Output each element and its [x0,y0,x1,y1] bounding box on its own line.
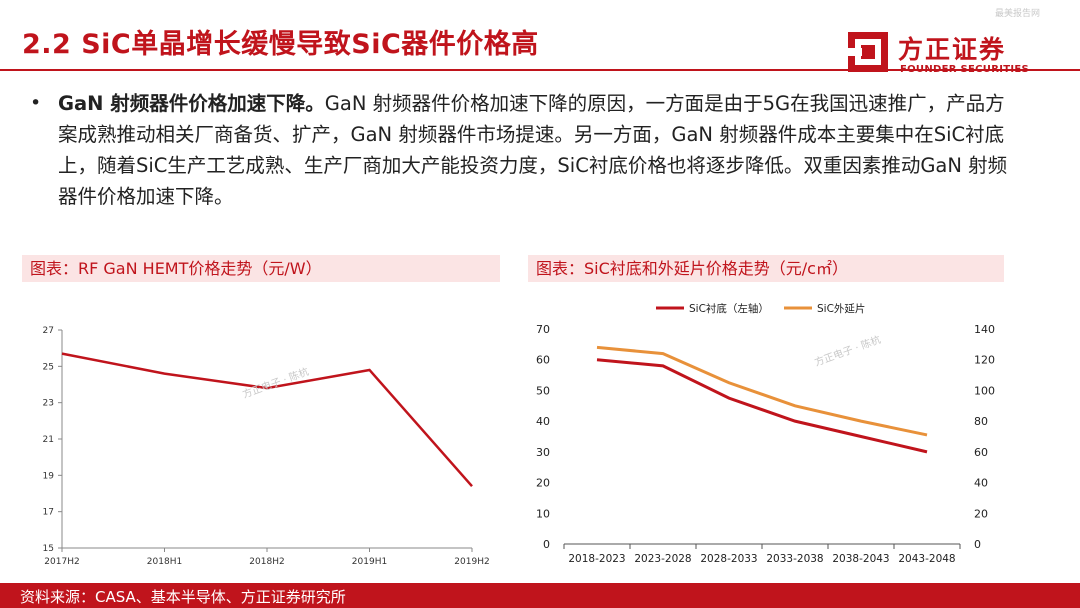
x-tick-label: 2019H2 [454,557,489,567]
brand-logo: 方正证券 FOUNDER SECURITIES [846,30,1046,78]
y-left-tick-label: 0 [543,538,550,551]
chart-caption-left: 图表：RF GaN HEMT价格走势（元/W） [22,255,500,282]
legend-label: SiC衬底（左轴） [689,302,769,315]
y-left-tick-label: 30 [536,446,550,459]
y-right-tick-label: 20 [974,507,988,520]
y-left-tick-label: 70 [536,323,550,336]
y-right-tick-label: 0 [974,538,981,551]
y-left-tick-label: 50 [536,384,550,397]
page-title: 2.2 SiC单晶增长缓慢导致SiC器件价格高 [22,29,539,60]
x-tick-label: 2033-2038 [766,553,823,565]
x-tick-label: 2018H1 [147,557,182,567]
title-rule [0,69,1080,71]
founder-logo-icon [846,32,888,72]
y-left-tick-label: 10 [536,507,550,520]
legend-label: SiC外延片 [817,302,865,315]
corner-text: 最美报告网 [994,9,1040,19]
y-right-tick-label: 100 [974,384,995,397]
x-tick-label: 2018H2 [249,557,284,567]
bullet-marker: • [30,92,42,114]
body-paragraph: GaN 射频器件价格加速下降。GaN 射频器件价格加速下降的原因，一方面是由于5… [58,88,1018,212]
logo-cn-text: 方正证券 [898,35,1007,64]
x-tick-label: 2023-2028 [634,553,691,565]
x-tick-label: 2038-2043 [832,553,889,565]
y-tick-label: 17 [43,508,54,518]
rf-gan-price-chart: 15 17 19 21 23 25 27 2017H2 2018H1 2018H2 2019H1 20… [43,326,490,567]
y-right-tick-label: 140 [974,323,995,336]
y-tick-label: 27 [43,326,54,336]
chart-caption-right: 图表：SiC衬底和外延片价格走势（元/c㎡） [528,255,1004,282]
series-line-sic-epi [596,345,928,437]
y-right-tick-label: 80 [974,415,988,428]
y-tick-label: 25 [43,362,54,372]
y-tick-label: 21 [43,435,54,445]
footer-bar: 资料来源：CASA、基本半导体、方正证券研究所 [0,583,1080,608]
x-tick-label: 2019H1 [352,557,387,567]
watermark-text: 方正电子 · 陈杭 [813,333,883,369]
y-right-tick-label: 40 [974,477,988,490]
footer-source: 资料来源：CASA、基本半导体、方正证券研究所 [20,588,346,606]
y-left-tick-label: 20 [536,477,550,490]
x-tick-label: 2043-2048 [898,553,955,565]
y-right-tick-label: 120 [974,354,995,367]
logo-en-text: FOUNDER SECURITIES [900,64,1030,75]
body-lead: GaN 射频器件价格加速下降。 [58,92,325,115]
y-tick-label: 15 [43,544,54,554]
sic-substrate-price-chart: 2018-2023 2023-2028 2028-2033 2033-2038 2038… [536,302,995,565]
y-tick-label: 23 [43,399,54,409]
series-line-rf-gan [61,352,473,488]
x-tick-label: 2028-2033 [700,553,757,565]
x-tick-label: 2017H2 [44,557,79,567]
y-left-tick-label: 40 [536,415,550,428]
x-tick-label: 2018-2023 [568,553,625,565]
y-tick-label: 19 [43,471,55,481]
y-right-tick-label: 60 [974,446,988,459]
series-line-sic-substrate [596,358,928,454]
body-text: GaN 射频器件价格加速下降的原因，一方面是由于5G在我国迅速推广，产品方案成熟… [58,92,1008,208]
y-left-tick-label: 60 [536,354,550,367]
